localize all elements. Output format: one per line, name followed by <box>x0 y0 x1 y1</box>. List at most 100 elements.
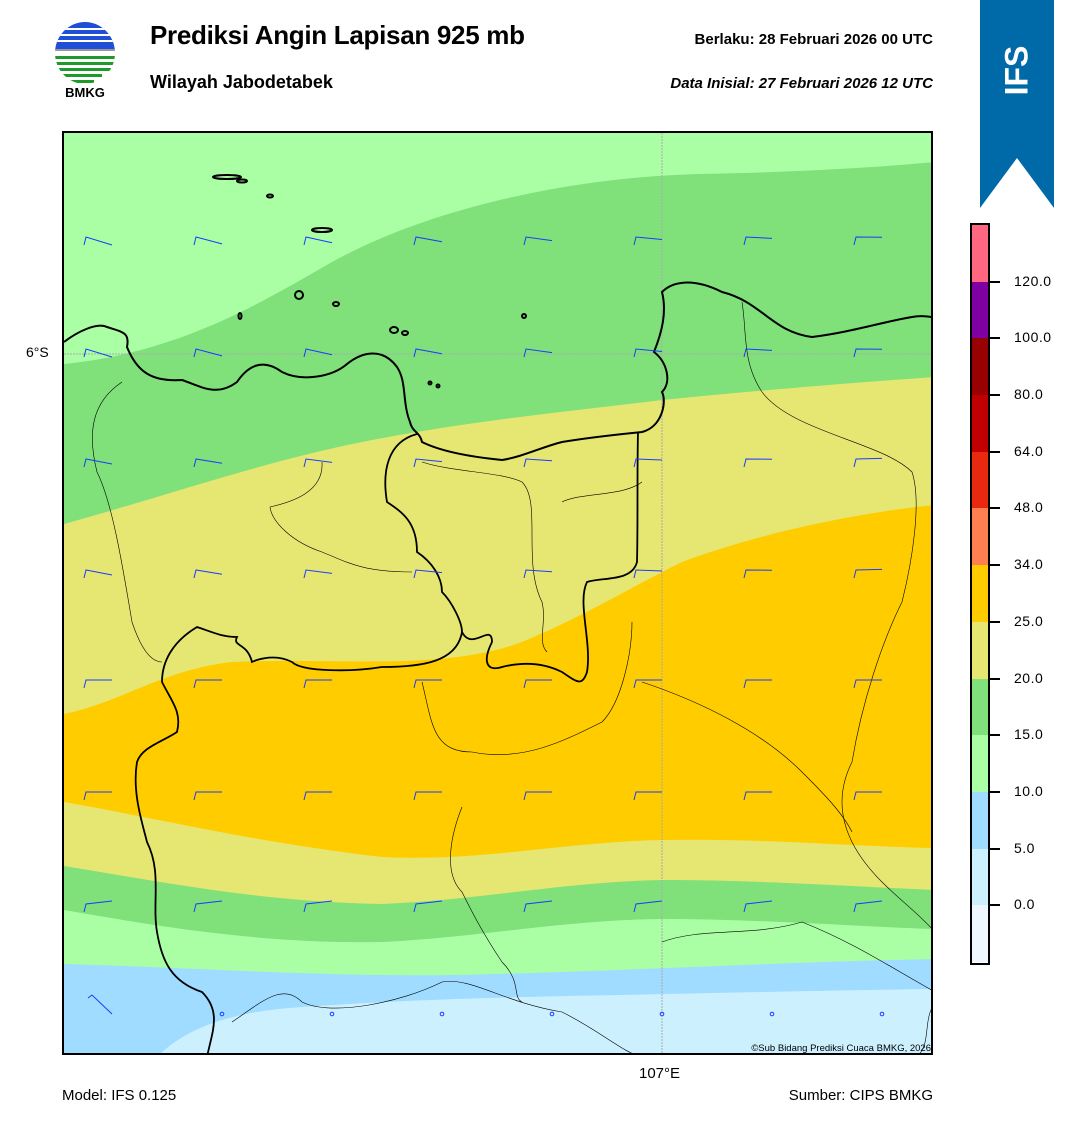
band-0-5 <box>161 989 931 1053</box>
calm-wind-marker <box>549 1011 555 1017</box>
wind-barbs <box>83 236 885 1017</box>
wind-barb <box>83 900 113 913</box>
wind-barb <box>743 348 773 358</box>
ribbon-label: IFS <box>998 45 1035 95</box>
calm-wind-marker <box>659 1011 665 1017</box>
colorbar-segment <box>972 281 988 339</box>
logo-text: BMKG <box>65 85 105 100</box>
colorbar-tick <box>990 620 1000 623</box>
colorbar-segment <box>972 621 988 680</box>
wind-barb <box>633 236 663 246</box>
colorbar-segment <box>972 565 988 623</box>
colorbar-label: 5.0 <box>1014 839 1035 856</box>
colorbar-segment <box>972 338 988 396</box>
wind-barb <box>303 679 332 689</box>
wind-barb <box>193 900 223 913</box>
colorbar-tick <box>990 677 1000 680</box>
colorbar-segment <box>972 905 988 963</box>
wind-barb <box>523 900 553 913</box>
wind-barb <box>523 348 553 358</box>
wind-barb <box>87 994 113 1015</box>
district-borders <box>92 301 931 1053</box>
colorbar-tick <box>990 904 1000 907</box>
wind-barb <box>193 458 223 468</box>
wind-barb <box>633 679 662 689</box>
wind-barb <box>193 679 222 689</box>
wind-map <box>62 131 933 1055</box>
wind-barb <box>743 791 772 801</box>
wind-barb <box>413 791 442 801</box>
wind-barb <box>523 569 553 579</box>
wind-barb <box>523 679 552 689</box>
colorbar-segment <box>972 451 988 509</box>
colorbar-label: 80.0 <box>1014 386 1044 403</box>
calm-wind-marker <box>439 1011 445 1017</box>
colorbar <box>970 223 990 965</box>
colorbar-label: 34.0 <box>1014 556 1044 573</box>
coastline <box>64 281 931 462</box>
colorbar-tick <box>990 564 1000 567</box>
wind-barb <box>853 679 882 689</box>
wind-barb <box>303 569 333 579</box>
wind-barb <box>193 791 222 801</box>
wind-barb <box>83 458 113 468</box>
colorbar-segment <box>972 848 988 906</box>
colorbar-tick <box>990 790 1000 793</box>
colorbar-tick <box>990 507 1000 510</box>
chart-title: Prediksi Angin Lapisan 925 mb <box>150 20 525 50</box>
calm-wind-marker <box>329 1011 335 1017</box>
colorbar-label: 64.0 <box>1014 442 1044 459</box>
colorbar-tick <box>990 394 1000 397</box>
wind-barb <box>523 458 553 468</box>
wind-barb <box>853 236 883 246</box>
wind-barb <box>83 791 112 801</box>
wind-barb <box>853 791 882 801</box>
bmkg-logo <box>52 20 118 102</box>
wind-barb <box>413 348 443 358</box>
wind-barb <box>523 791 552 801</box>
wind-barb <box>853 348 883 358</box>
wind-barb <box>523 236 553 246</box>
colorbar-label: 0.0 <box>1014 896 1035 913</box>
wind-barb <box>633 569 663 579</box>
lat-label: 6°S <box>26 344 49 360</box>
wind-barb <box>743 236 773 246</box>
wind-barb <box>853 900 883 913</box>
colorbar-segment <box>972 508 988 566</box>
province-borders <box>134 431 639 1053</box>
wind-barb <box>303 458 333 468</box>
wind-barb <box>303 236 333 246</box>
valid-time: Berlaku: 28 Februari 2026 00 UTC <box>694 31 933 48</box>
wind-barb <box>633 900 663 913</box>
region-subtitle: Wilayah Jabodetabek <box>150 72 333 92</box>
wind-barb <box>193 569 223 579</box>
colorbar-label: 120.0 <box>1014 272 1052 289</box>
calm-wind-marker <box>879 1011 885 1017</box>
colorbar-segment <box>972 395 988 453</box>
colorbar-tick <box>990 450 1000 453</box>
calm-wind-marker <box>219 1011 225 1017</box>
islands <box>212 174 527 389</box>
model-label: Model: IFS 0.125 <box>62 1087 177 1104</box>
wind-barb <box>83 679 112 689</box>
colorbar-segment <box>972 735 988 793</box>
initial-time: Data Inisial: 27 Februari 2026 12 UTC <box>670 75 933 92</box>
wind-barb <box>413 569 443 579</box>
wind-barb <box>193 348 223 358</box>
colorbar-tick <box>990 337 1000 340</box>
colorbar-label: 25.0 <box>1014 612 1044 629</box>
wind-barb <box>743 458 773 468</box>
model-ribbon <box>980 0 1054 210</box>
wind-barb <box>193 236 223 246</box>
wind-barb <box>853 457 883 468</box>
colorbar-label: 10.0 <box>1014 782 1044 799</box>
colorbar-tick <box>990 734 1000 737</box>
wind-barb <box>413 900 443 913</box>
lon-label: 107°E <box>639 1065 681 1082</box>
wind-barb <box>743 569 773 579</box>
colorbar-label: 20.0 <box>1014 669 1044 686</box>
wind-barb <box>853 568 883 579</box>
wind-barb <box>83 569 113 579</box>
colorbar-segment <box>972 678 988 736</box>
wind-barb <box>83 236 113 246</box>
